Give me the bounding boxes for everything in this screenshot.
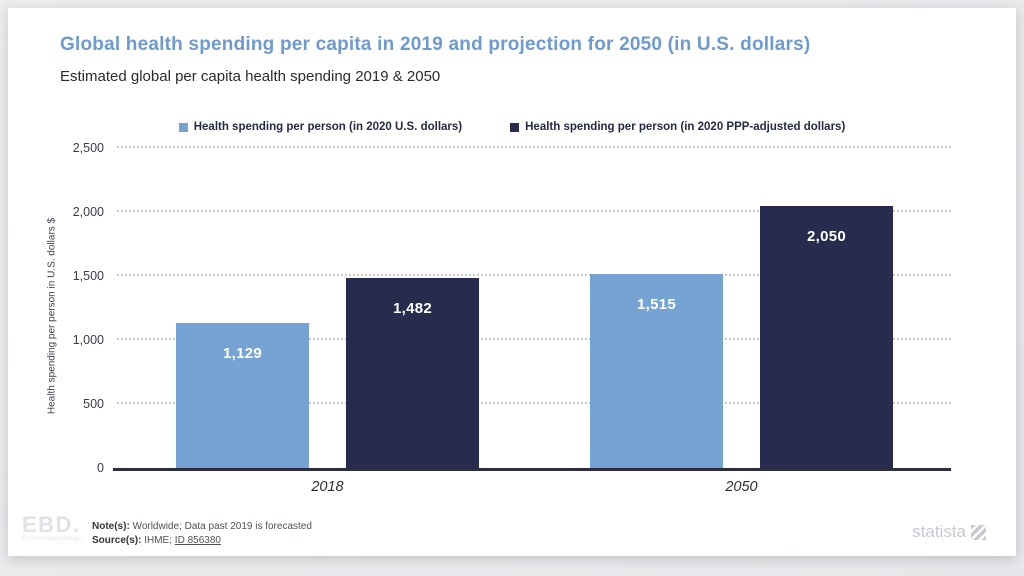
footer-notes: Note(s): Worldwide; Data past 2019 is fo… xyxy=(92,520,312,548)
bar-value-label-2050-series0: 1,515 xyxy=(636,296,677,313)
ebd-watermark: EBD. Economicallydesign xyxy=(22,512,83,543)
y-tick-0: 0 xyxy=(97,461,104,475)
ebd-watermark-sub: Economicallydesign xyxy=(22,536,83,542)
x-axis-label-2050: 2050 xyxy=(725,479,758,495)
legend-item-us-dollars: Health spending per person (in 2020 U.S.… xyxy=(178,121,463,133)
plot-area: 1,129 1,482 2018 1,515 2,050 2050 xyxy=(113,146,951,495)
legend-label-us-dollars: Health spending per person (in 2020 U.S.… xyxy=(193,121,463,133)
bar-2050-series0: 1,515 xyxy=(590,274,723,468)
source-text: IHME; xyxy=(141,535,175,546)
y-tick-1,000: 1,000 xyxy=(72,333,104,347)
y-tick-2,500: 2,500 xyxy=(72,141,104,155)
legend-marker-dark-navy-icon xyxy=(510,122,520,132)
source-label: Source(s): xyxy=(92,535,142,546)
legend: Health spending per person (in 2020 U.S.… xyxy=(8,121,1016,133)
x-axis-line xyxy=(113,468,951,471)
source-line: Source(s): IHME; ID 856380 xyxy=(92,534,312,548)
legend-label-ppp-dollars: Health spending per person (in 2020 PPP-… xyxy=(525,121,846,133)
bar-2018-series1: 1,482 xyxy=(346,278,479,468)
gridline-2,500 xyxy=(117,146,951,148)
note-line: Note(s): Worldwide; Data past 2019 is fo… xyxy=(92,520,312,534)
gridline-1,500 xyxy=(117,274,951,276)
y-tick-1,500: 1,500 xyxy=(72,269,104,283)
legend-marker-light-blue-icon xyxy=(178,122,188,132)
y-tick-500: 500 xyxy=(83,397,104,411)
bar-value-label-2018-series1: 1,482 xyxy=(392,300,433,317)
x-axis-label-2018: 2018 xyxy=(311,479,344,495)
bar-value-label-2050-series1: 2,050 xyxy=(806,228,847,245)
source-link[interactable]: ID 856380 xyxy=(174,535,221,546)
gridline-2,000 xyxy=(117,210,951,212)
gridline-1,000 xyxy=(117,338,951,340)
note-text: Worldwide; Data past 2019 is forecasted xyxy=(129,521,312,532)
y-axis-ticks: 0 500 1,000 1,500 2,000 2,500 xyxy=(8,141,104,475)
legend-item-ppp-dollars: Health spending per person (in 2020 PPP-… xyxy=(510,121,845,133)
bar-2050-series1: 2,050 xyxy=(760,206,893,468)
bar-2018-series0: 1,129 xyxy=(176,323,309,468)
gridline-500 xyxy=(117,402,951,404)
bar-value-label-2018-series0: 1,129 xyxy=(222,345,263,362)
chart-subtitle: Estimated global per capita health spend… xyxy=(60,68,441,85)
ebd-watermark-main: EBD. xyxy=(22,512,81,537)
chart-title: Global health spending per capita in 201… xyxy=(60,34,811,55)
statista-wordmark: statista xyxy=(912,522,966,541)
statista-logo-icon xyxy=(971,524,986,540)
note-label: Note(s): xyxy=(92,521,130,532)
y-tick-2,000: 2,000 xyxy=(72,205,104,219)
statista-logo: statista xyxy=(912,522,986,542)
chart-card: Global health spending per capita in 201… xyxy=(8,8,1016,556)
